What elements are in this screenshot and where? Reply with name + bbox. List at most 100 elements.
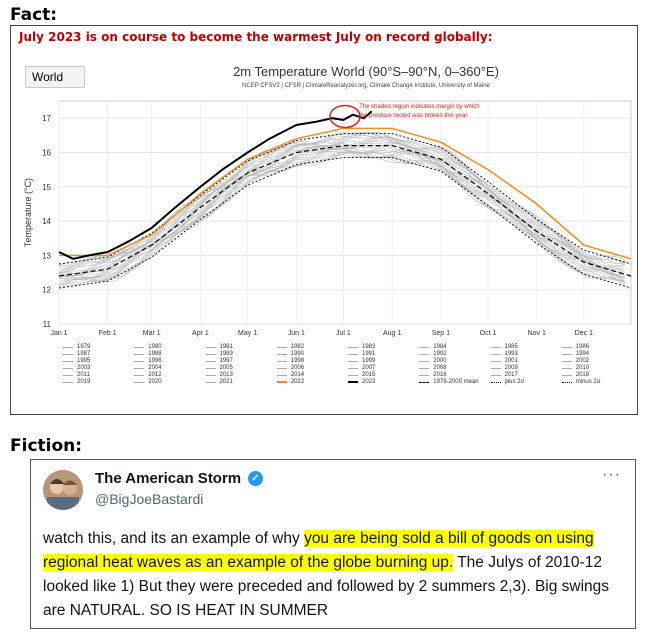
y-tick-label: 15 (42, 183, 51, 192)
legend-item: 1996 (134, 358, 205, 364)
series-line-2023 (58, 110, 373, 260)
year-line-gray (58, 131, 625, 268)
legend-label: 1997 (219, 358, 233, 364)
legend-swatch (561, 353, 572, 355)
legend-label: plus 2σ (504, 379, 525, 385)
avatar[interactable] (43, 470, 83, 510)
legend-label: 2015 (362, 372, 376, 378)
legend-swatch (348, 367, 358, 369)
year-line-gray (58, 140, 625, 277)
legend-label: 2002 (575, 358, 590, 364)
chart-panel: July 2023 is on course to become the war… (10, 25, 638, 415)
year-line-gray (58, 134, 625, 274)
x-tick-label: Jan 1 (50, 330, 67, 337)
author-name[interactable]: The American Storm (95, 470, 242, 487)
annotation-text: The shaded region indicates margin by wh… (359, 104, 479, 110)
legend-label: 1988 (148, 351, 162, 357)
legend-swatch (561, 346, 572, 348)
legend-item: 2002 (561, 358, 633, 364)
legend-label: 2001 (504, 358, 518, 364)
x-tick-label: Oct 1 (480, 330, 497, 337)
legend-item: 2014 (276, 372, 348, 378)
legend-item: 1995 (63, 358, 134, 364)
legend-label: 1981 (219, 344, 233, 350)
legend-swatch (348, 353, 358, 355)
x-tick-label: Jun 1 (288, 330, 305, 337)
y-tick-label: 17 (42, 114, 51, 123)
series-line-2022 (59, 127, 632, 260)
legend-item: 2000 (419, 358, 490, 364)
legend-item: 2015 (348, 372, 419, 378)
legend-item: 1986 (561, 344, 633, 350)
y-tick-label: 12 (42, 286, 51, 295)
legend-item: 1987 (63, 351, 134, 357)
y-tick-label: 16 (42, 148, 51, 157)
chart-headline: July 2023 is on course to become the war… (19, 30, 493, 44)
legend-item: 2011 (63, 372, 134, 378)
y-tick-label: 13 (42, 251, 51, 260)
annotation-text: the previous record was broken this year… (359, 113, 469, 119)
legend-item: 2012 (134, 372, 205, 378)
legend-item: 1997 (205, 358, 277, 364)
legend-label: 1993 (504, 351, 518, 357)
legend-item: 2010 (561, 365, 633, 371)
legend-label: 2019 (77, 379, 91, 385)
y-tick-label: 11 (43, 320, 52, 329)
legend-item: 1988 (134, 351, 205, 357)
x-tick-label: Aug 1 (383, 330, 401, 337)
legend-item: 2009 (490, 365, 562, 371)
legend-label: 2009 (504, 365, 518, 371)
chart-legend: 1979 1980 1981 1982 1983 1984 1985 1986 1987 1988… (63, 344, 633, 385)
legend-swatch (419, 374, 430, 376)
chart-subtitle: NCEP CFSV2 | CFSR | ClimateReanalyzer.or… (242, 83, 490, 89)
legend-label: 1998 (290, 358, 305, 364)
fact-label: Fact: (10, 5, 58, 25)
legend-swatch (276, 367, 287, 369)
legend-item: 2005 (205, 365, 277, 371)
legend-swatch (205, 381, 216, 383)
year-line-gray (58, 151, 625, 286)
legend-label: 2005 (219, 365, 233, 371)
legend-item: 1989 (205, 351, 277, 357)
legend-swatch (63, 346, 73, 348)
legend-item: 1983 (348, 344, 419, 350)
legend-item: plus 2σ (490, 379, 562, 385)
legend-swatch (63, 360, 73, 362)
legend-item: 2019 (63, 379, 134, 385)
year-line-gray (58, 148, 625, 283)
year-line-gray (58, 136, 625, 274)
region-select[interactable]: World (25, 66, 85, 88)
legend-swatch (490, 367, 501, 369)
legend-label: 2008 (433, 365, 447, 371)
legend-label: 1996 (148, 358, 162, 364)
legend-swatch (419, 346, 430, 348)
legend-swatch (561, 374, 572, 376)
legend-label: 1990 (290, 351, 305, 357)
legend-item: 2008 (419, 365, 490, 371)
legend-item: 1979 (63, 344, 134, 350)
legend-label: 2000 (433, 358, 447, 364)
legend-item: 1999 (348, 358, 419, 364)
legend-swatch (134, 353, 145, 355)
legend-label: 1985 (504, 344, 518, 350)
legend-swatch (63, 374, 73, 376)
tweet-card: The American Storm ✓ @BigJoeBastardi ···… (30, 459, 636, 629)
legend-label: 1992 (433, 351, 447, 357)
legend-label: 1999 (362, 358, 376, 364)
x-tick-label: May 1 (238, 330, 257, 337)
legend-item: minus 2σ (561, 379, 633, 385)
legend-item: 1985 (490, 344, 562, 350)
legend-item: 2018 (561, 372, 633, 378)
year-line-gray (58, 133, 625, 273)
legend-item: 1981 (205, 344, 277, 350)
more-dots-icon[interactable]: ··· (602, 466, 621, 483)
chart-title: 2m Temperature World (90°S–90°N, 0–360°E… (233, 64, 499, 79)
legend-swatch (561, 360, 572, 362)
legend-label: 1989 (219, 351, 233, 357)
tweet-text: watch this, and its an example of why yo… (43, 527, 627, 623)
tweet-text-before: watch this, and its an example of why (43, 530, 305, 547)
y-tick-label: 14 (42, 217, 51, 226)
author-handle[interactable]: @BigJoeBastardi (95, 491, 204, 507)
year-line-gray (58, 146, 625, 279)
legend-swatch (134, 367, 145, 369)
